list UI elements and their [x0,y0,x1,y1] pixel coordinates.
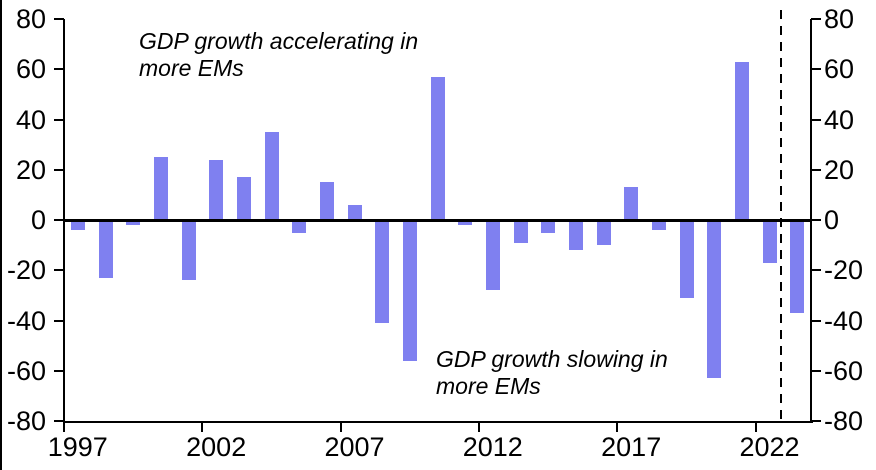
y-tick-left [54,319,64,322]
y-tick-left [54,269,64,272]
zero-baseline [64,219,811,222]
y-tick-label-right: 20 [824,154,855,185]
bar-2018 [651,220,666,231]
x-tick [201,421,204,432]
y-tick-label-left: 20 [15,154,46,185]
y-tick-label-left: 60 [15,54,46,85]
bar-2010 [430,76,445,220]
bar-2023 [790,220,805,313]
y-tick-label-right: -80 [824,406,864,436]
annotation-slowing: GDP growth slowing in more EMs [436,346,668,400]
bar-2021 [734,61,749,220]
annotation-line: GDP growth accelerating in [139,28,419,54]
annotation-line: more EMs [139,55,244,81]
y-tick-label-left: 0 [30,205,46,235]
forecast-divider-dashed-line [780,10,783,421]
bar-2013 [513,220,528,243]
y-tick-right [811,68,821,71]
y-tick-left [54,369,64,372]
bar-2006 [319,182,334,220]
y-tick-right [811,18,821,20]
bar-2008 [375,220,390,323]
x-tick [616,421,619,432]
bar-2020 [707,220,722,379]
bar-2002 [209,159,224,220]
bar-2019 [679,220,694,298]
bar-2009 [402,220,417,361]
y-axis-right [810,19,812,423]
y-tick-left [54,18,64,20]
y-tick-right [811,118,821,121]
y-tick-left [54,168,64,171]
x-tick-label: 2002 [186,432,247,462]
y-tick-label-left: -80 [6,406,46,436]
y-tick-label-left: -60 [6,355,46,386]
bar-1998 [98,220,113,278]
y-tick-label-right: -20 [824,255,864,286]
y-tick-label-right: -60 [824,355,864,386]
y-tick-label-right: 80 [824,4,855,34]
y-tick-left [54,68,64,71]
bar-2011 [458,220,473,225]
y-tick-label-right: 40 [824,104,855,135]
y-tick-left [54,420,64,422]
bar-2007 [347,204,362,220]
bar-2000 [153,157,168,220]
bar-1997 [70,220,85,231]
y-tick-label-left: 80 [15,4,46,34]
x-tick-label: 2022 [739,432,800,462]
x-tick [339,421,342,432]
x-tick [63,421,65,432]
bar-1999 [126,220,141,225]
y-tick-right [811,369,821,372]
annotation-accelerating: GDP growth accelerating in more EMs [139,28,418,82]
bar-2012 [485,220,500,291]
y-tick-left [54,219,64,221]
bar-2004 [264,132,279,220]
bar-2003 [236,177,251,220]
y-tick-right [811,269,821,272]
bar-2001 [181,220,196,281]
figure-left-border-line [0,0,2,470]
x-axis [63,421,813,423]
bar-2016 [596,220,611,246]
x-tick-label: 2017 [601,432,662,462]
y-tick-label-left: 40 [15,104,46,135]
y-tick-right [811,420,821,422]
bar-2022 [762,220,777,263]
bar-2014 [541,220,556,233]
y-tick-right [811,219,821,221]
y-tick-label-left: -40 [6,305,46,336]
x-tick-label: 1997 [47,432,108,462]
y-tick-right [811,319,821,322]
bar-2005 [292,220,307,233]
bar-2015 [568,220,583,251]
y-tick-left [54,118,64,121]
y-tick-label-right: 60 [824,54,855,85]
bar-2017 [624,187,639,220]
annotation-line: more EMs [436,373,541,399]
x-tick [478,421,480,432]
annotation-line: GDP growth slowing in [436,346,668,372]
x-tick-label: 2012 [462,432,523,462]
y-tick-right [811,168,821,171]
y-tick-label-right: -40 [824,305,864,336]
y-tick-label-left: -20 [6,255,46,286]
x-tick [754,421,757,432]
y-tick-label-right: 0 [824,205,840,235]
x-tick-label: 2007 [324,432,385,462]
